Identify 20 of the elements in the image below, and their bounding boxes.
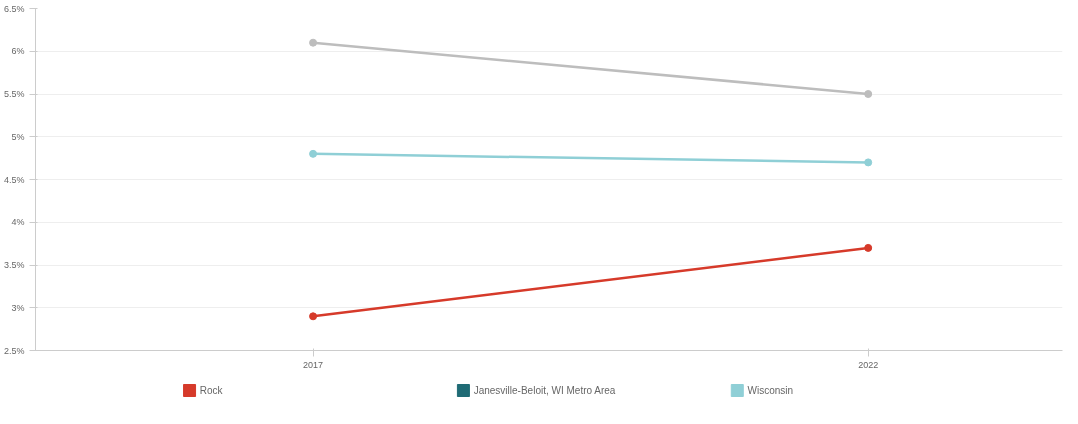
y-tick-label: 2.5%	[3, 345, 25, 356]
legend-label: Rock	[199, 385, 224, 396]
point	[864, 90, 873, 98]
y-tick-label: 6%	[11, 46, 25, 57]
point	[309, 312, 318, 321]
x-tick-label: 2022	[858, 359, 879, 370]
x-tick-label: 2017	[303, 359, 324, 370]
point	[864, 243, 873, 252]
point	[309, 38, 318, 47]
y-tick-label: 4.5%	[3, 174, 25, 185]
y-tick-label: 5.5%	[3, 89, 25, 99]
legend-label: Wisconsin	[747, 385, 794, 396]
y-tick-label: 5%	[11, 131, 25, 142]
legend-label: Janesville-Beloit, WI Metro Area	[473, 385, 616, 396]
point	[864, 158, 873, 167]
y-tick-label: 3.5%	[3, 260, 25, 270]
y-tick-label: 3%	[11, 302, 25, 313]
y-tick-label: 6.5%	[3, 3, 25, 14]
y-tick-label: 4%	[11, 217, 25, 228]
point	[309, 149, 318, 158]
